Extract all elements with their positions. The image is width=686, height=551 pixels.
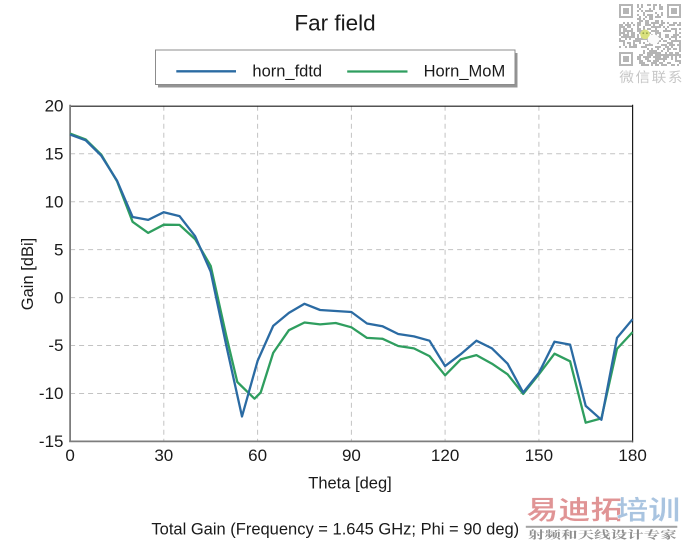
svg-text:60: 60 xyxy=(248,446,267,465)
svg-text:0: 0 xyxy=(65,446,74,465)
svg-text:-15: -15 xyxy=(39,432,64,451)
svg-text:-10: -10 xyxy=(39,384,64,403)
svg-text:Total Gain (Frequency = 1.645: Total Gain (Frequency = 1.645 GHz; Phi =… xyxy=(151,521,519,539)
svg-text:Far field: Far field xyxy=(294,11,375,36)
svg-text:20: 20 xyxy=(45,97,64,116)
svg-text:Theta [deg]: Theta [deg] xyxy=(308,475,391,493)
svg-text:15: 15 xyxy=(45,144,64,163)
svg-text:Horn_MoM: Horn_MoM xyxy=(424,63,506,81)
svg-text:180: 180 xyxy=(618,446,646,465)
svg-text:120: 120 xyxy=(431,446,459,465)
svg-text:5: 5 xyxy=(54,240,63,259)
svg-text:90: 90 xyxy=(342,446,361,465)
svg-text:horn_fdtd: horn_fdtd xyxy=(252,63,322,81)
svg-text:0: 0 xyxy=(54,288,63,307)
svg-text:150: 150 xyxy=(525,446,553,465)
svg-text:30: 30 xyxy=(154,446,173,465)
svg-text:Gain [dBi]: Gain [dBi] xyxy=(19,238,37,310)
svg-text:-5: -5 xyxy=(48,336,63,355)
svg-text:10: 10 xyxy=(45,192,64,211)
